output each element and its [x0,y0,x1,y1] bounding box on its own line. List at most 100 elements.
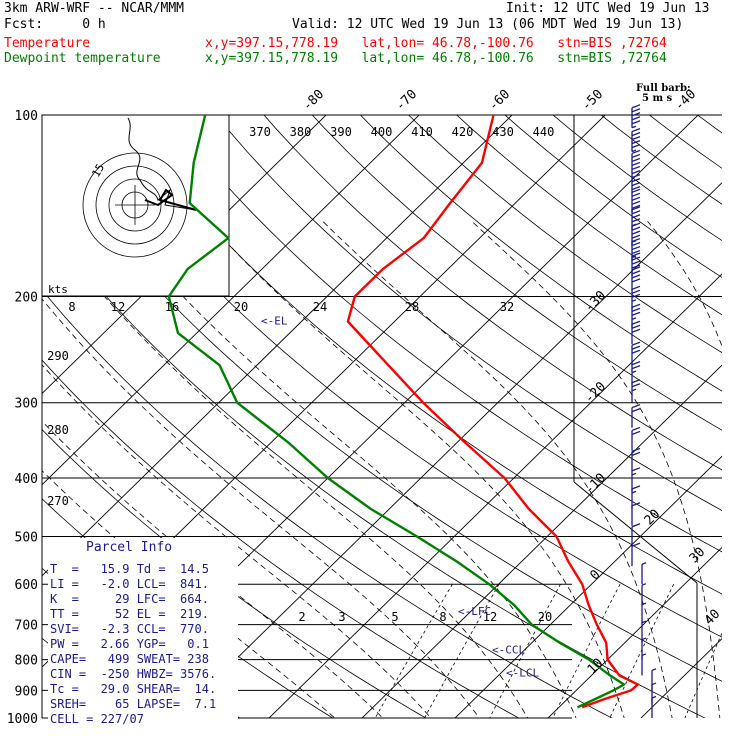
dry-adiabat [600,115,722,205]
wind-barb-flag [631,131,641,137]
wind-barb [631,127,641,153]
isotherm-label: -10 [582,471,609,498]
wind-barb [631,149,641,174]
wind-barb-flag [631,264,641,269]
hodograph-speed-label: 12 [111,300,125,314]
moist-adiabat [471,220,721,718]
wind-barb-flag [631,383,641,388]
barb-legend-units: 5 m s [642,93,673,104]
pressure-tick-label: 200 [15,291,38,306]
wind-barb-flag [631,234,641,239]
dry-adiabat [42,143,722,682]
dry-adiabat [311,115,722,431]
wind-barb-half [631,299,637,302]
model-title: 3km ARW-WRF -- NCAR/MMM [4,1,185,16]
wind-barb [631,266,641,290]
wind-barb-flag [631,237,641,243]
mixing-ratio-label: 12 [483,610,497,624]
wind-barb-flag [631,226,641,231]
pressure-tick-label: 900 [15,684,38,699]
wind-barb [631,361,641,385]
isotherm-line [454,455,722,718]
wind-barb [631,285,641,310]
wind-barb-flag [631,149,641,155]
wind-barb [631,320,641,345]
wind-barb [631,104,641,129]
wind-barb-flag [631,379,641,384]
theta-label: 400 [371,125,393,139]
wind-barb-flag [631,177,641,183]
wind-barb-flag [631,192,641,197]
isotherm-label: 30 [687,545,709,567]
barb-legend: Full barb: [636,83,691,94]
wind-barb-flag [631,365,641,370]
wind-barb-flag [631,206,641,211]
mixing-ratio-label: 2 [298,610,305,624]
mixing-ratio-line [489,584,561,718]
moist-adiabat [116,220,577,718]
wind-barb-flag [631,222,641,227]
dry-adiabat [456,115,722,316]
pressure-tick-label: 300 [15,397,38,412]
isotherm-label: 40 [702,607,724,629]
wind-barb-flag [631,157,641,163]
wind-barb-half [631,255,637,259]
wind-barb-flag [631,204,641,209]
theta-label: 290 [47,349,69,363]
wind-barb-flag [631,169,641,175]
wind-barb-flag [631,104,641,109]
wind-barb-flag [631,451,641,457]
dry-adiabat [42,217,706,718]
pressure-tick-label: 500 [15,530,38,545]
wind-barb-flag [631,289,641,294]
wind-barb-half [641,637,647,641]
wind-barb-flag [631,324,641,329]
theta-label: 440 [533,125,555,139]
wind-barb-half [631,317,637,320]
hodograph-speed-label: 32 [500,300,514,314]
wind-barb-flag [631,112,641,117]
parcel-row: TT = 52 EL = 219. [50,607,209,621]
wind-barb-half [641,602,647,606]
wind-barb [631,467,641,491]
dry-adiabat [42,289,613,718]
wind-barb-flag [631,542,641,547]
mixing-ratio-line [684,632,722,718]
hodograph-speed-label: 20 [234,300,248,314]
parcel-row: SVI= -2.3 CCL= 770. [50,622,209,636]
dry-adiabat [167,115,722,553]
wind-barb-half [631,472,637,476]
hodograph-speed-label: 24 [313,300,327,314]
hodograph-units-label: kts [48,283,68,296]
wind-barb-half [651,682,657,686]
wind-barb-flag [631,408,641,413]
wind-barb-flag [631,502,641,507]
wind-barb-flag [631,447,641,453]
wind-barb [631,502,641,526]
wind-barb-flag [631,249,641,255]
parcel-info-title: Parcel Info [86,540,173,555]
isotherm-label: -80 [300,87,327,114]
wind-barb-half [641,583,647,586]
wind-barb-flag [631,185,641,191]
wind-barb-flag [631,307,641,312]
parcel-level-label: <-LFC [458,605,491,618]
wind-barb [631,447,641,472]
wind-barb-flag [631,320,641,325]
wind-barb [631,542,641,567]
wind-barb-flag [631,153,641,159]
mixing-ratio-line [423,584,500,718]
dry-adiabat [215,115,722,511]
isotherm-label: -70 [393,87,420,114]
hodograph-speed-label: 8 [68,300,75,314]
hodograph-speed-label: 16 [165,300,179,314]
wind-barb-flag [631,430,641,436]
right-axis-skew [573,481,698,584]
wind-barb-flag [631,196,641,201]
moist-adiabat [42,298,480,718]
dry-adiabat [727,102,740,730]
wind-barb-flag [631,173,641,179]
isotherm-label: 20 [642,507,664,529]
parcel-level-label: <-EL [261,314,288,327]
wind-barb-flag [631,165,641,171]
